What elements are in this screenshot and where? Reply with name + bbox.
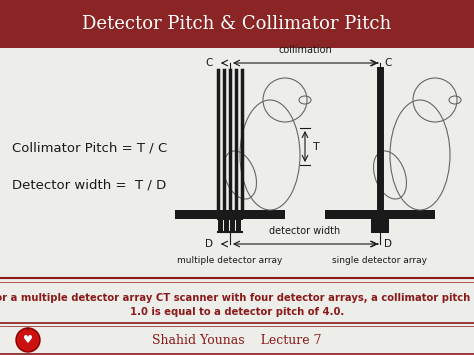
Text: collimation: collimation [278,45,332,55]
Text: ✦: ✦ [26,327,30,332]
Text: multiple detector array: multiple detector array [177,256,283,265]
Text: Collimator Pitch = T / C: Collimator Pitch = T / C [12,142,167,154]
Bar [230,219,236,232]
Bar [219,219,224,232]
Text: single detector array: single detector array [332,256,428,265]
Bar [371,219,389,233]
Text: C: C [384,58,392,68]
Bar [237,219,241,232]
Text: 1.0 is equal to a detector pitch of 4.0.: 1.0 is equal to a detector pitch of 4.0. [130,307,344,317]
Text: C: C [206,58,213,68]
Text: For a multiple detector array CT scanner with four detector arrays, a collimator: For a multiple detector array CT scanner… [0,293,474,303]
Text: Detector width =  T / D: Detector width = T / D [12,179,166,191]
Text: D: D [384,239,392,249]
Circle shape [16,328,40,352]
Bar [325,210,435,219]
Text: ♥: ♥ [23,335,33,345]
Text: Shahid Younas    Lecture 7: Shahid Younas Lecture 7 [152,333,322,346]
Text: detector width: detector width [269,226,341,236]
Bar [225,219,229,232]
Bar [0,0,474,48]
Text: D: D [205,239,213,249]
Text: Detector Pitch & Collimator Pitch: Detector Pitch & Collimator Pitch [82,15,392,33]
Text: T: T [313,142,320,152]
Bar [175,210,285,219]
